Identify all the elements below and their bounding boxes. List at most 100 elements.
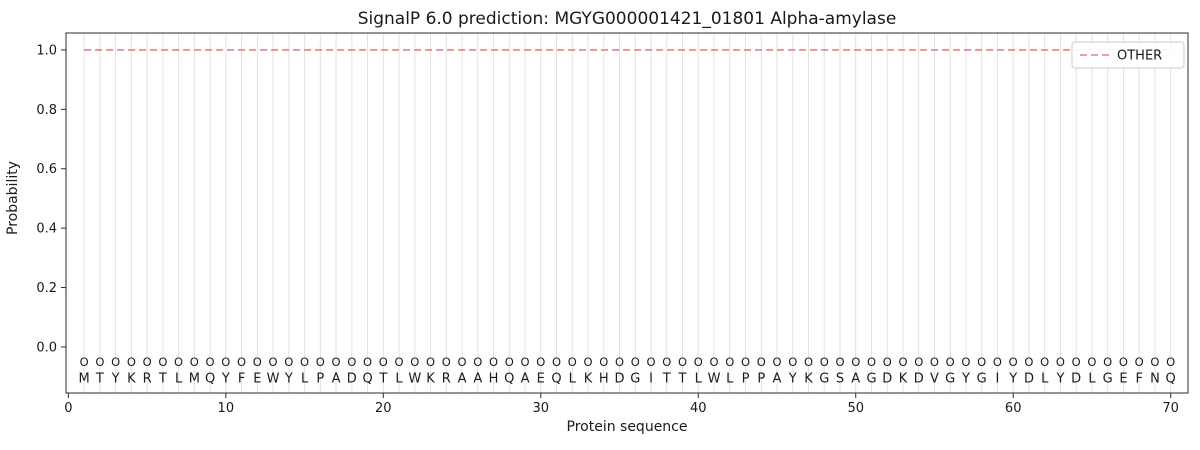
residue-o-mark: O: [237, 355, 246, 369]
residue-o-mark: O: [725, 355, 734, 369]
plot-border: [65, 32, 1189, 394]
sequence-letter: A: [458, 372, 467, 387]
y-axis-label: Probability: [5, 161, 21, 235]
residue-o-mark: O: [269, 355, 278, 369]
x-axis-label: Protein sequence: [567, 419, 688, 435]
sequence-letter: W: [708, 372, 721, 387]
residue-o-mark: O: [568, 355, 577, 369]
sequence-letter: K: [584, 372, 593, 387]
residue-o-mark: O: [395, 355, 404, 369]
residue-o-mark: O: [804, 355, 813, 369]
sequence-letter: Q: [1166, 372, 1176, 387]
residue-o-mark: O: [284, 355, 293, 369]
residue-o-mark: O: [615, 355, 624, 369]
sequence-letter: L: [695, 372, 703, 387]
residue-o-mark: O: [158, 355, 167, 369]
sequence-letter: E: [253, 372, 261, 387]
sequence-letter: H: [489, 372, 499, 387]
residue-o-mark: O: [788, 355, 797, 369]
residue-o-mark: O: [678, 355, 687, 369]
sequence-letter: D: [914, 372, 924, 387]
sequence-letter: A: [332, 372, 341, 387]
sequence-letter: K: [127, 372, 136, 387]
residue-o-mark: O: [473, 355, 482, 369]
y-tick-label: 0.6: [36, 162, 57, 177]
residue-o-mark: O: [458, 355, 467, 369]
sequence-letter: Y: [221, 372, 230, 387]
residue-o-mark: O: [316, 355, 325, 369]
sequence-letter: R: [143, 372, 152, 387]
sequence-letter: G: [630, 372, 640, 387]
sequence-letter: W: [408, 372, 421, 387]
sequence-letter: A: [521, 372, 530, 387]
x-tick-label: 10: [218, 401, 235, 416]
sequence-letter: G: [945, 372, 955, 387]
residue-o-mark: O: [1087, 355, 1096, 369]
sequence-letter: G: [819, 372, 829, 387]
residue-o-mark: O: [599, 355, 608, 369]
sequence-letter: D: [615, 372, 625, 387]
sequence-letter: D: [347, 372, 357, 387]
residue-o-mark: O: [174, 355, 183, 369]
sequence-letter: M: [79, 372, 90, 387]
residue-o-mark: O: [898, 355, 907, 369]
sequence-letter: Q: [205, 372, 215, 387]
residue-o-mark: O: [1072, 355, 1081, 369]
sequence-letter: V: [930, 372, 939, 387]
residue-o-mark: O: [930, 355, 939, 369]
legend-box: [1071, 41, 1185, 69]
residue-o-mark: O: [442, 355, 451, 369]
legend-label-other: OTHER: [1117, 49, 1162, 64]
sequence-letter: P: [316, 372, 324, 387]
sequence-letter: D: [1024, 372, 1034, 387]
sequence-letter: D: [882, 372, 892, 387]
legend: OTHER: [1071, 41, 1185, 69]
residue-o-mark: O: [1056, 355, 1065, 369]
residue-o-mark: O: [914, 355, 923, 369]
residue-o-mark: O: [190, 355, 199, 369]
sequence-letter: Y: [788, 372, 797, 387]
y-tick-label: 0.8: [36, 103, 57, 118]
sequence-letter: M: [189, 372, 200, 387]
residue-o-mark: O: [332, 355, 341, 369]
residue-o-mark: O: [253, 355, 262, 369]
residue-o-mark: O: [489, 355, 498, 369]
residue-o-mark: O: [1024, 355, 1033, 369]
residue-o-mark: O: [127, 355, 136, 369]
sequence-letter: A: [851, 372, 860, 387]
residue-o-mark: O: [1040, 355, 1049, 369]
x-tick-label: 50: [847, 401, 864, 416]
residue-o-mark: O: [662, 355, 671, 369]
sequence-letter: Q: [362, 372, 372, 387]
y-tick-label: 1.0: [36, 43, 57, 58]
residue-o-mark: O: [111, 355, 120, 369]
sequence-letter: G: [1103, 372, 1113, 387]
residue-o-mark: O: [95, 355, 104, 369]
sequence-letter: T: [158, 372, 167, 387]
x-tick-label: 60: [1005, 401, 1022, 416]
residue-o-mark: O: [694, 355, 703, 369]
residue-o-mark: O: [206, 355, 215, 369]
residue-o-mark: O: [80, 355, 89, 369]
residue-o-mark: O: [536, 355, 545, 369]
residue-o-mark: O: [961, 355, 970, 369]
sequence-letter: T: [678, 372, 687, 387]
residue-o-mark: O: [1103, 355, 1112, 369]
residue-o-mark: O: [552, 355, 561, 369]
sequence-letter: Y: [1008, 372, 1017, 387]
sequence-letter: L: [301, 372, 309, 387]
residue-o-mark: O: [741, 355, 750, 369]
sequence-letter: W: [267, 372, 280, 387]
sequence-letter: L: [1088, 372, 1096, 387]
residue-o-mark: O: [363, 355, 372, 369]
residue-o-mark: O: [300, 355, 309, 369]
sequence-letter: N: [1150, 372, 1160, 387]
residue-o-mark: O: [883, 355, 892, 369]
sequence-letter: D: [1071, 372, 1081, 387]
residue-o-mark: O: [1166, 355, 1175, 369]
x-tick-label: 40: [690, 401, 707, 416]
x-tick-label: 0: [64, 401, 72, 416]
residue-o-mark: O: [1009, 355, 1018, 369]
residue-o-mark: O: [631, 355, 640, 369]
